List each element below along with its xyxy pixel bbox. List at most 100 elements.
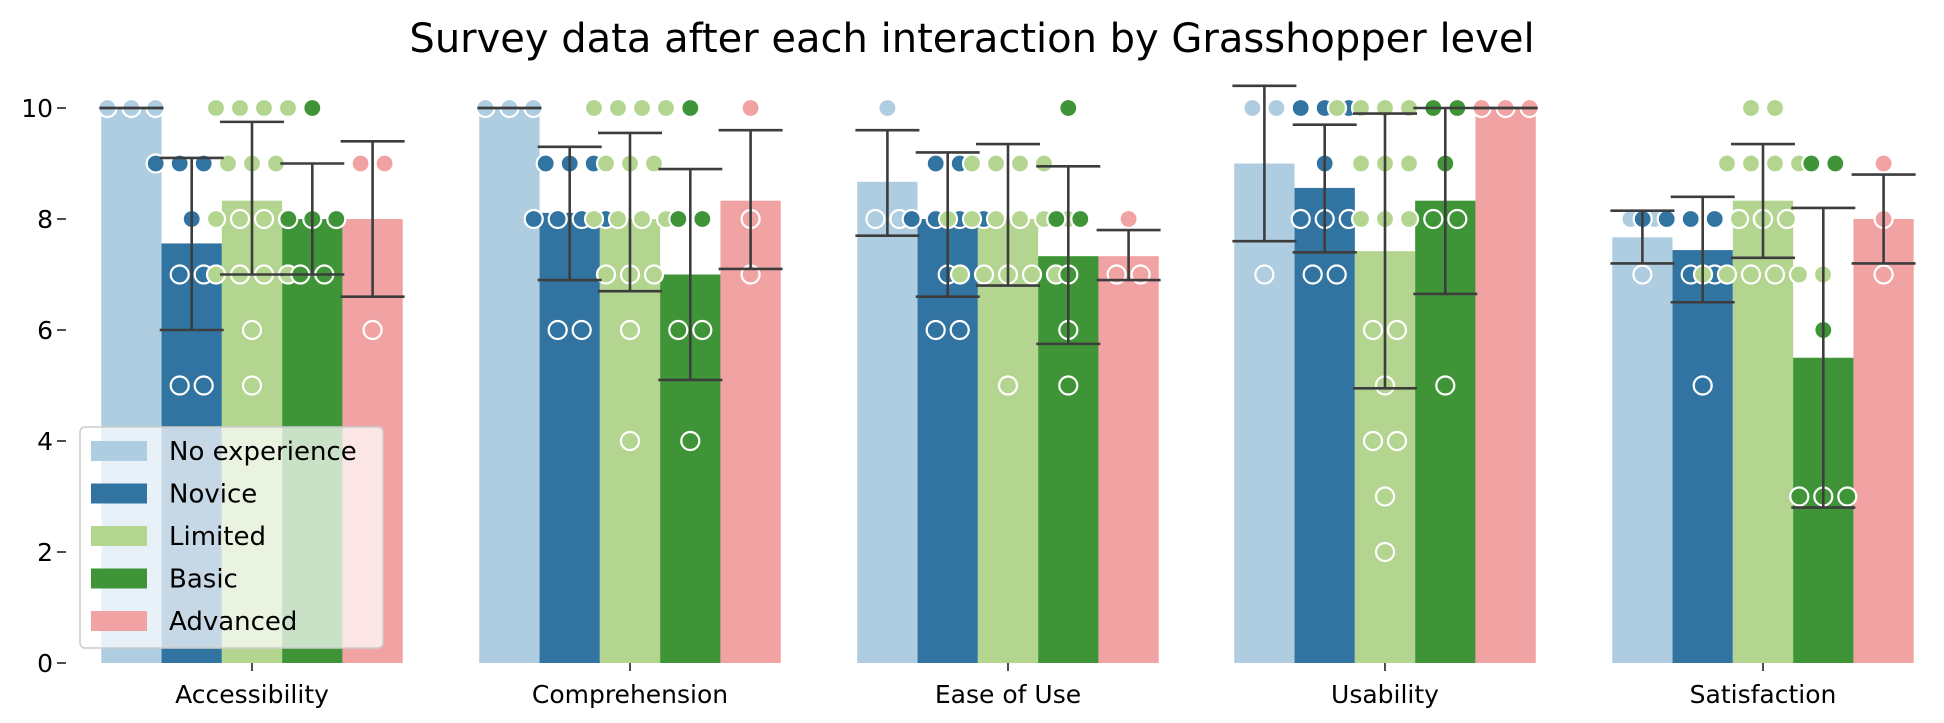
- error-bar: [1851, 173, 1916, 265]
- data-point: [985, 153, 1007, 174]
- data-point: [1704, 208, 1725, 230]
- error-bar: [1731, 142, 1795, 260]
- data-point: [350, 153, 371, 174]
- data-point: [302, 97, 323, 119]
- data-point: [1266, 97, 1287, 119]
- data-point: [1302, 264, 1323, 285]
- legend-swatch: [91, 526, 147, 546]
- data-point: [1716, 264, 1738, 285]
- data-point: [1789, 486, 1810, 507]
- legend-swatch: [91, 611, 147, 631]
- data-point: [949, 264, 971, 285]
- data-point: [1656, 208, 1677, 230]
- legend-label: Basic: [169, 565, 238, 595]
- data-point: [1740, 97, 1762, 119]
- data-point: [253, 208, 275, 230]
- legend-box: [79, 426, 384, 649]
- data-point: [205, 97, 227, 119]
- error-bar: [598, 131, 662, 293]
- error-bar: [915, 151, 980, 299]
- data-point: [1764, 97, 1786, 119]
- data-point: [655, 97, 677, 119]
- data-point: [692, 319, 713, 341]
- data-point: [1825, 153, 1846, 174]
- data-point: [547, 208, 568, 230]
- data-point: [1873, 153, 1894, 174]
- bar-advanced-usability: [1475, 108, 1536, 663]
- data-point: [1680, 208, 1701, 230]
- x-axis: Accessibility Comprehension Ease of Use Usa…: [175, 663, 1836, 709]
- error-bar: [1036, 164, 1101, 346]
- error-bar: [1353, 112, 1417, 390]
- data-point: [278, 208, 299, 230]
- data-point: [643, 264, 665, 285]
- data-point: [668, 208, 689, 230]
- x-tick-label: Comprehension: [532, 680, 728, 709]
- data-point: [1362, 319, 1384, 341]
- data-point: [1362, 430, 1384, 452]
- data-point: [1692, 375, 1713, 396]
- data-point: [1837, 486, 1858, 507]
- data-point: [877, 97, 898, 119]
- bar-novice-usability: [1294, 187, 1355, 664]
- y-tick-label: 0: [37, 649, 53, 678]
- error-bar: [1610, 209, 1675, 265]
- data-point: [535, 153, 556, 174]
- data-point: [523, 208, 544, 230]
- error-bar: [1292, 123, 1357, 254]
- data-point: [374, 153, 395, 174]
- error-bar: [340, 140, 405, 299]
- error-bar: [1096, 228, 1161, 282]
- data-point: [668, 319, 689, 341]
- legend-swatch: [91, 483, 147, 504]
- x-tick-label: Usability: [1331, 680, 1439, 709]
- data-point: [1716, 153, 1738, 174]
- data-point: [1728, 208, 1750, 230]
- data-point: [1033, 153, 1055, 174]
- data-point: [680, 430, 701, 452]
- data-point: [169, 375, 190, 396]
- data-point: [241, 319, 263, 341]
- data-point: [1776, 208, 1798, 230]
- data-point: [583, 97, 605, 119]
- data-point: [1740, 153, 1762, 174]
- data-point: [1764, 264, 1786, 285]
- data-point: [1350, 208, 1372, 230]
- bar-novice-comprehension: [539, 212, 600, 663]
- data-point: [1423, 208, 1444, 230]
- data-point: [1326, 97, 1348, 119]
- data-point: [1873, 264, 1894, 285]
- bar-no-experience-satisfaction: [1612, 237, 1673, 663]
- error-bar: [658, 167, 723, 382]
- error-bar: [855, 128, 920, 237]
- data-point: [1118, 208, 1139, 230]
- data-point: [740, 97, 761, 119]
- legend-label: Limited: [169, 522, 266, 552]
- data-point: [229, 97, 251, 119]
- error-bar: [1670, 195, 1735, 304]
- data-point: [1254, 264, 1275, 285]
- data-point: [1801, 153, 1822, 174]
- legend-swatch: [91, 568, 147, 589]
- error-bar: [1232, 84, 1297, 243]
- data-point: [583, 208, 605, 230]
- data-point: [1398, 208, 1420, 230]
- data-point: [241, 375, 263, 396]
- data-point: [680, 97, 701, 119]
- y-tick-label: 8: [37, 205, 53, 234]
- data-point: [925, 153, 946, 174]
- bar-no-experience-usability: [1234, 163, 1295, 663]
- y-tick-label: 4: [37, 427, 53, 456]
- data-point: [326, 208, 347, 230]
- data-point: [1788, 264, 1810, 285]
- data-point: [961, 153, 983, 174]
- error-bar: [280, 162, 345, 276]
- data-point: [619, 430, 641, 452]
- data-point: [1740, 264, 1762, 285]
- error-bar: [976, 142, 1040, 287]
- data-point: [607, 208, 629, 230]
- data-point: [362, 319, 383, 341]
- data-point: [865, 208, 886, 230]
- bar-no-experience-ease-of-use: [857, 181, 918, 663]
